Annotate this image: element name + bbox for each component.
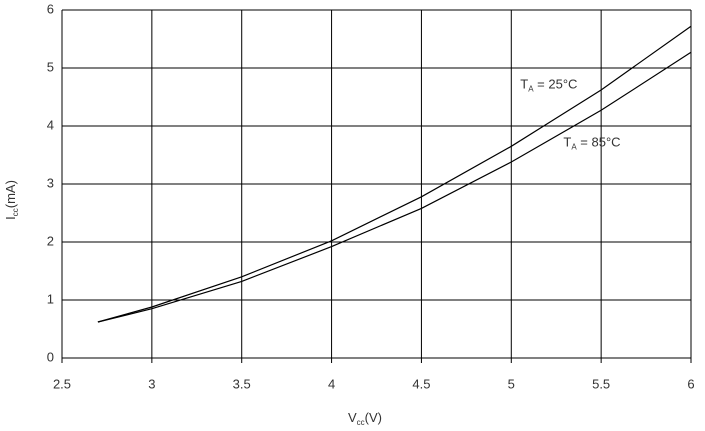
x-tick-label: 4: [328, 376, 335, 391]
y-tick-label: 3: [47, 175, 54, 190]
y-tick-label: 6: [47, 1, 54, 16]
annotation: TA = 25°C: [520, 77, 577, 94]
x-tick-label: 2.5: [53, 376, 71, 391]
y-tick-label: 0: [47, 349, 54, 364]
series-line: [97, 51, 692, 323]
x-tick-label: 3: [148, 376, 155, 391]
x-tick-label: 6: [687, 376, 694, 391]
x-axis-label: Vcc(V): [348, 410, 382, 427]
y-tick-label: 4: [47, 117, 54, 132]
x-tick-label: 5: [508, 376, 515, 391]
y-tick-label: 5: [47, 59, 54, 74]
x-tick-label: 5.5: [592, 376, 610, 391]
series-line: [97, 25, 692, 323]
y-tick-label: 1: [47, 291, 54, 306]
x-tick-label: 3.5: [233, 376, 251, 391]
y-axis-label: Icc(mA): [3, 180, 20, 220]
y-tick-label: 2: [47, 233, 54, 248]
annotation: TA = 85°C: [563, 135, 620, 152]
x-tick-label: 4.5: [412, 376, 430, 391]
